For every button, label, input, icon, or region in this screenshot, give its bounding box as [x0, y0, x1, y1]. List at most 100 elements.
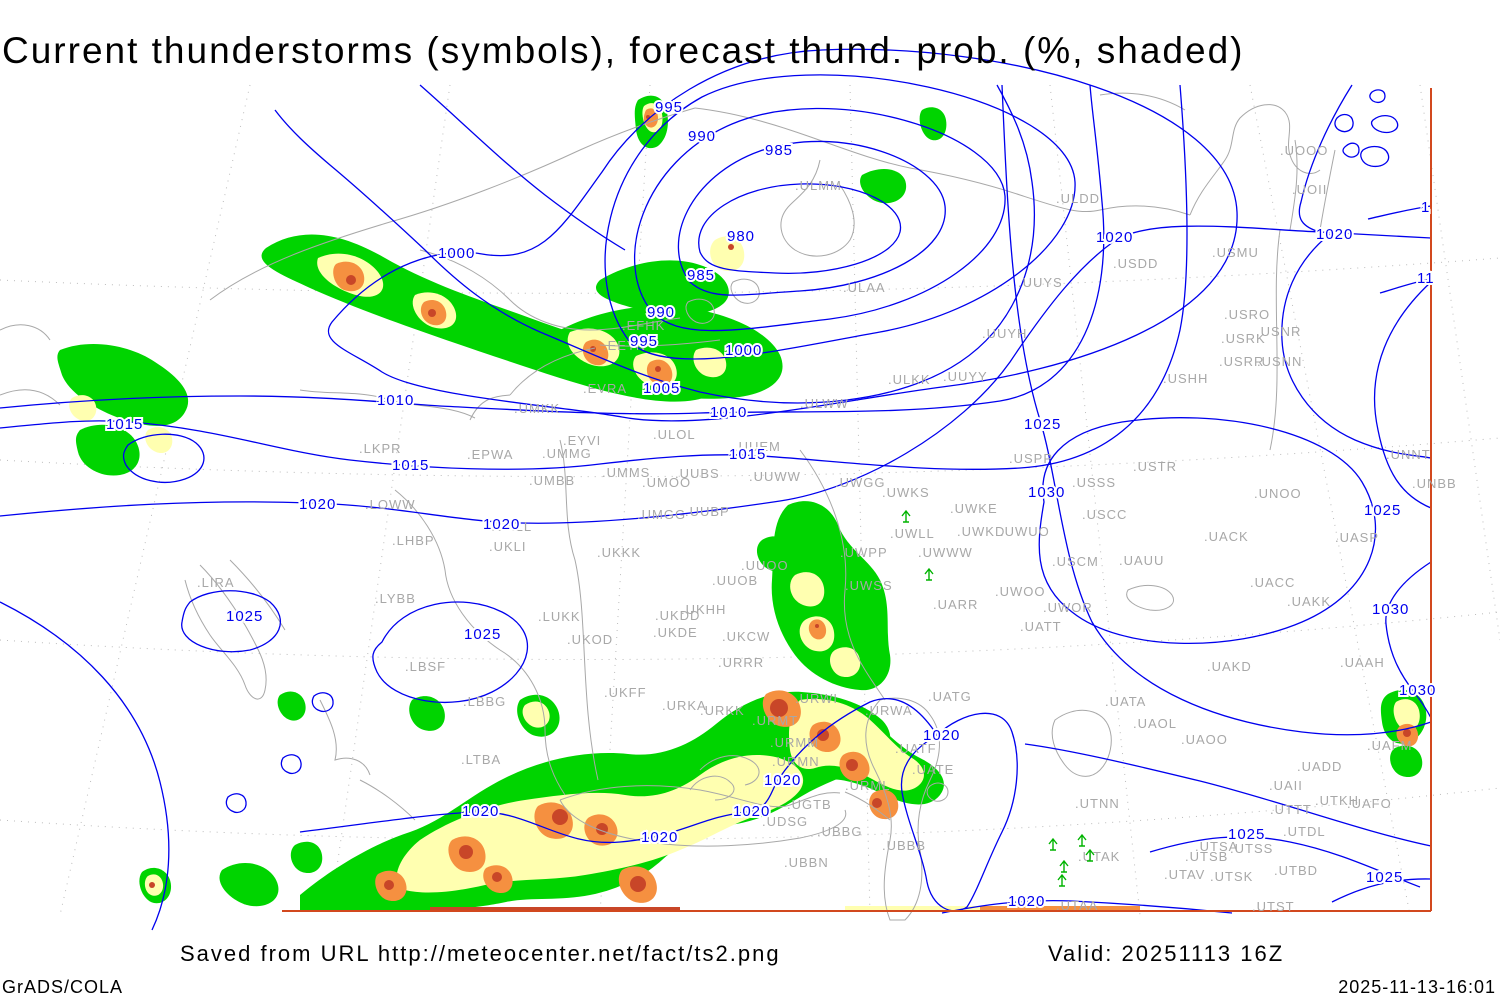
station-label: .ULKK: [888, 372, 931, 387]
station-label: .UOII: [1292, 182, 1327, 197]
isobar-label: 995: [630, 333, 658, 350]
station-label: .UAOL: [1133, 716, 1177, 731]
station-label: .UKDD: [655, 608, 700, 623]
station-label: .ULMM: [795, 178, 842, 193]
isobars: [0, 48, 1432, 931]
station-label: .UUYH: [982, 326, 1027, 341]
station-label: .UADD: [1297, 759, 1342, 774]
isobar-label: 1020: [299, 496, 336, 513]
station-label: .UARR: [933, 597, 978, 612]
station-label: .UKLI: [489, 539, 527, 554]
station-label: .UUYS: [1018, 275, 1063, 290]
station-label: .UTNN: [1075, 796, 1120, 811]
station-label: .UATA: [1105, 694, 1146, 709]
station-label: .UTST: [1252, 899, 1295, 914]
station-label: .USMU: [1212, 245, 1259, 260]
station-label: .EPWA: [467, 447, 513, 462]
station-label: .ULWW: [800, 396, 849, 411]
chart-title: Current thunderstorms (symbols), forecas…: [2, 30, 1245, 71]
station-label: .UKHH: [681, 602, 726, 617]
station-label: .UKOD: [567, 632, 613, 647]
isobar-labels: 995 990 985 980 985 990 995 1000 1000 1005 1010 101…: [104, 97, 1437, 912]
station-label: .UAOO: [1181, 732, 1228, 747]
isobar-label: 1025: [1228, 826, 1265, 843]
station-label: .UDSG: [762, 814, 808, 829]
station-label: .UAKD: [1207, 659, 1252, 674]
thunderstorm-symbols: [901, 509, 1095, 887]
isobar-label: 1020: [462, 803, 499, 820]
station-label: .LUKK: [538, 609, 581, 624]
station-label: .USHH: [1163, 371, 1208, 386]
isobar-label: 1000: [725, 342, 762, 359]
station-label: .USRO: [1224, 307, 1270, 322]
station-label: .USRK: [1221, 331, 1266, 346]
station-label: .UOOO: [1280, 143, 1328, 158]
station-label: .UTAV: [1164, 867, 1205, 882]
isobar-label: 1020: [1096, 229, 1133, 246]
station-label: .EVRA: [583, 381, 627, 396]
station-label: .UMBB: [529, 473, 575, 488]
isobar-label: 1015: [392, 457, 429, 474]
station-label: .UWGG: [835, 475, 886, 490]
station-label: .UGTB: [787, 797, 832, 812]
station-label: .EFHK: [622, 318, 665, 333]
station-label: .LBBG: [463, 694, 506, 709]
isobar-label: 995: [655, 99, 683, 116]
isobar-label: 1020: [641, 829, 678, 846]
station-label: .UUOB: [712, 573, 758, 588]
station-label: .USDD: [1113, 256, 1158, 271]
station-label: .UMMS: [602, 465, 650, 480]
station-label: .UWLL: [890, 526, 935, 541]
isobar-label: 980: [727, 228, 755, 245]
isobar-label: 990: [647, 304, 675, 321]
isobar-label: 1030: [1372, 601, 1409, 618]
station-label: .UTAK: [1078, 849, 1120, 864]
station-label: .UAFO: [1347, 796, 1392, 811]
isobar-label: 1020: [733, 803, 770, 820]
thunderstorm-symbol: [924, 567, 934, 581]
station-labels: .ULMM .ULAA .ULDD .UUYS .UUYH .ULKK .UUYY .USMU…: [197, 143, 1456, 914]
thunderstorm-symbol: [901, 509, 911, 523]
isobar-label: 1020: [764, 772, 801, 789]
station-label: .UTSA: [1195, 839, 1238, 854]
station-label: .UUYY: [943, 369, 988, 384]
station-label: .UTAA: [1056, 898, 1098, 913]
station-label: .UTBD: [1274, 863, 1318, 878]
station-label: .UWWW: [918, 545, 973, 560]
station-label: .URWI: [795, 691, 838, 706]
station-label: .UKFF: [604, 685, 647, 700]
isobar-label: 1020: [923, 727, 960, 744]
station-label: .UUWW: [749, 469, 801, 484]
station-label: .UATE: [912, 762, 954, 777]
station-label: .UKCW: [722, 629, 770, 644]
station-label: .UAKK: [1287, 594, 1331, 609]
station-label: .URKK: [700, 703, 745, 718]
station-label: .UBBG: [817, 824, 862, 839]
station-label: .UKKK: [597, 545, 641, 560]
station-label: .UACC: [1250, 575, 1295, 590]
thunderstorm-symbol: [1048, 837, 1058, 851]
isobar-label: 990: [688, 128, 716, 145]
station-label: .UUBP: [685, 504, 730, 519]
isobar-label: 1025: [1366, 869, 1403, 886]
station-label: .UWKS: [882, 485, 930, 500]
isobar-label: 1000: [438, 245, 475, 262]
station-label: .LOWW: [365, 497, 416, 512]
station-label: .USTR: [1133, 459, 1177, 474]
station-label: .UWOR: [1043, 600, 1093, 615]
station-label: .USPP: [1009, 451, 1053, 466]
station-label: .URMM: [770, 735, 819, 750]
station-label: .UKDE: [653, 625, 698, 640]
isobar-label: 1010: [377, 392, 414, 409]
station-label: .UASP: [1335, 530, 1379, 545]
station-label: .UAAH: [1340, 655, 1385, 670]
station-label: .URMN: [772, 754, 820, 769]
station-label: .UATT: [1020, 619, 1062, 634]
station-label: .URKA: [662, 698, 707, 713]
station-label: .UWUO: [1000, 524, 1050, 539]
isobar-label: 1025: [226, 608, 263, 625]
station-label: .LIRA: [197, 575, 235, 590]
isobar-label: 1030: [1399, 682, 1436, 699]
